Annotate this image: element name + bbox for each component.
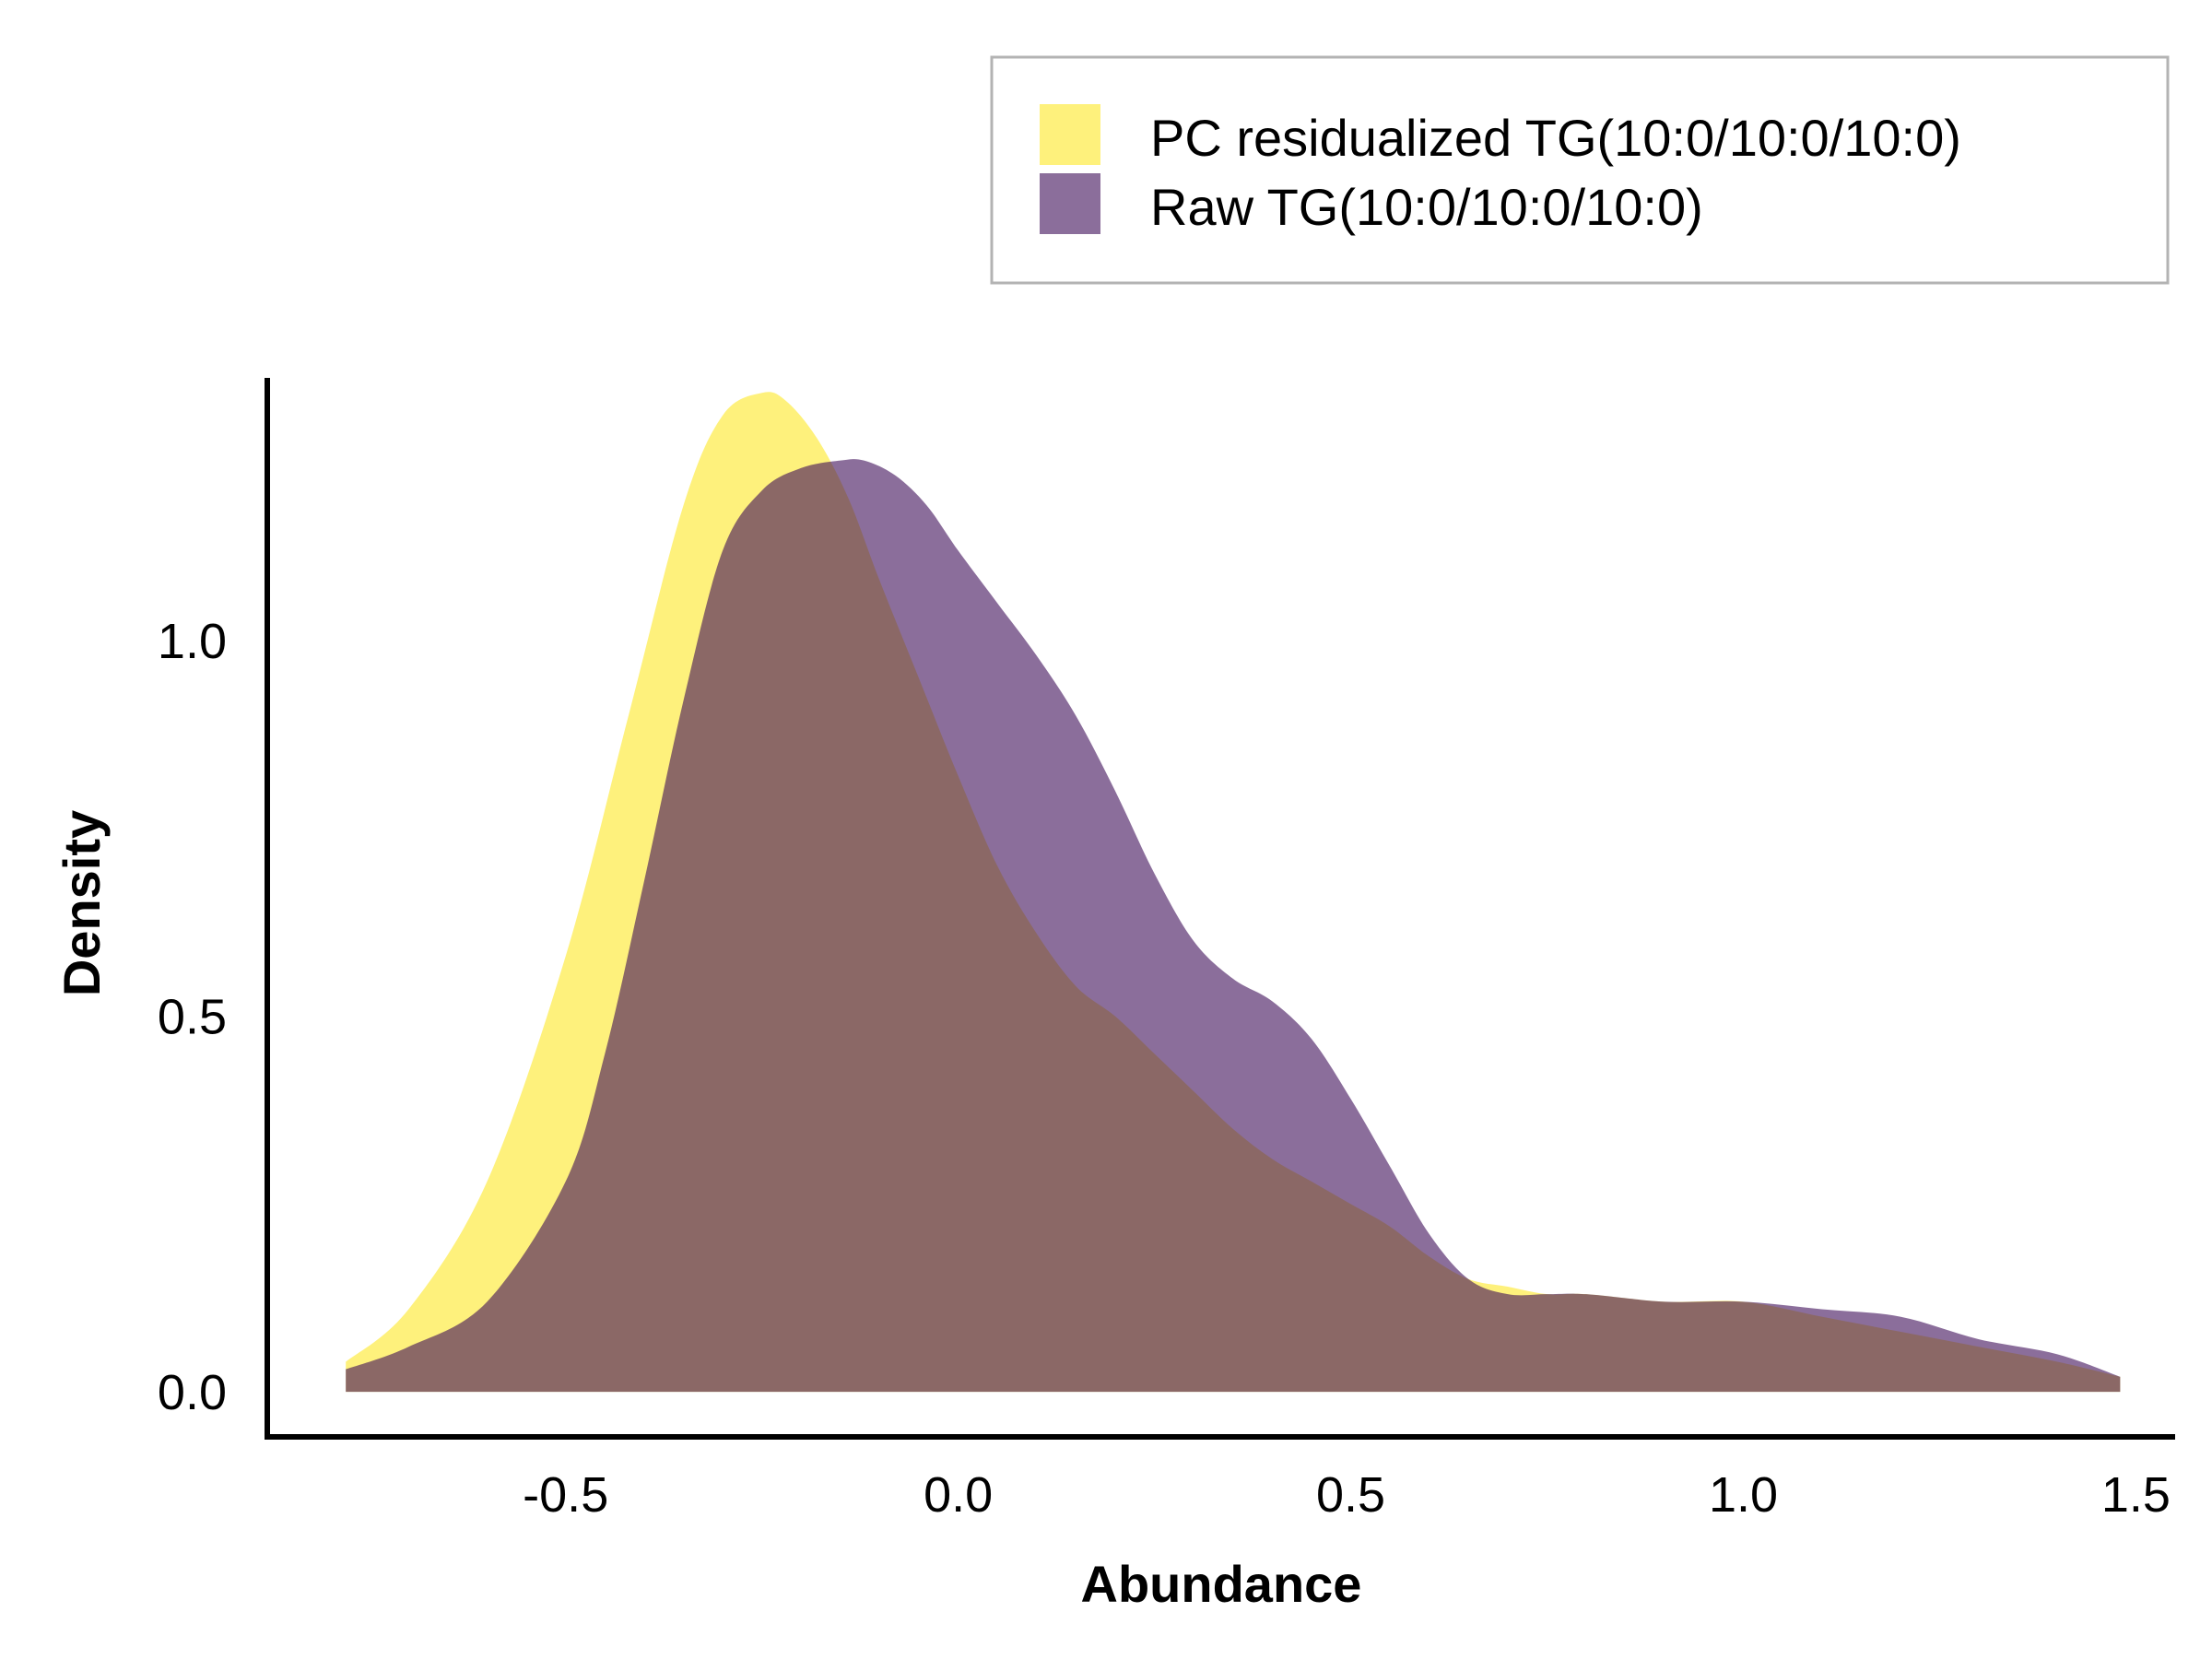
x-tick-label: 0.0 xyxy=(924,1467,993,1523)
legend-label-pc-residualized: PC residualized TG(10:0/10:0/10:0) xyxy=(1150,109,1961,167)
y-ticks: 0.0 0.5 1.0 xyxy=(158,614,227,1420)
legend-swatch-raw xyxy=(1040,173,1100,234)
x-axis-title: Abundance xyxy=(1081,1555,1362,1613)
legend-label-raw: Raw TG(10:0/10:0/10:0) xyxy=(1150,178,1703,236)
x-tick-label: -0.5 xyxy=(523,1467,608,1523)
y-tick-label: 1.0 xyxy=(158,614,227,669)
legend-swatch-pc-residualized xyxy=(1040,104,1100,165)
y-tick-label: 0.5 xyxy=(158,990,227,1045)
x-ticks: -0.5 0.0 0.5 1.0 1.5 xyxy=(523,1467,2171,1523)
plot-areas xyxy=(346,392,2121,1393)
y-tick-label: 0.0 xyxy=(158,1365,227,1420)
density-area-raw xyxy=(346,459,2121,1393)
x-tick-label: 1.5 xyxy=(2101,1467,2171,1523)
axes xyxy=(265,378,2175,1440)
y-axis-title: Density xyxy=(53,810,111,996)
legend: PC residualized TG(10:0/10:0/10:0) Raw T… xyxy=(990,55,2170,285)
x-tick-label: 1.0 xyxy=(1709,1467,1778,1523)
x-tick-label: 0.5 xyxy=(1316,1467,1385,1523)
legend-box xyxy=(990,55,2170,285)
